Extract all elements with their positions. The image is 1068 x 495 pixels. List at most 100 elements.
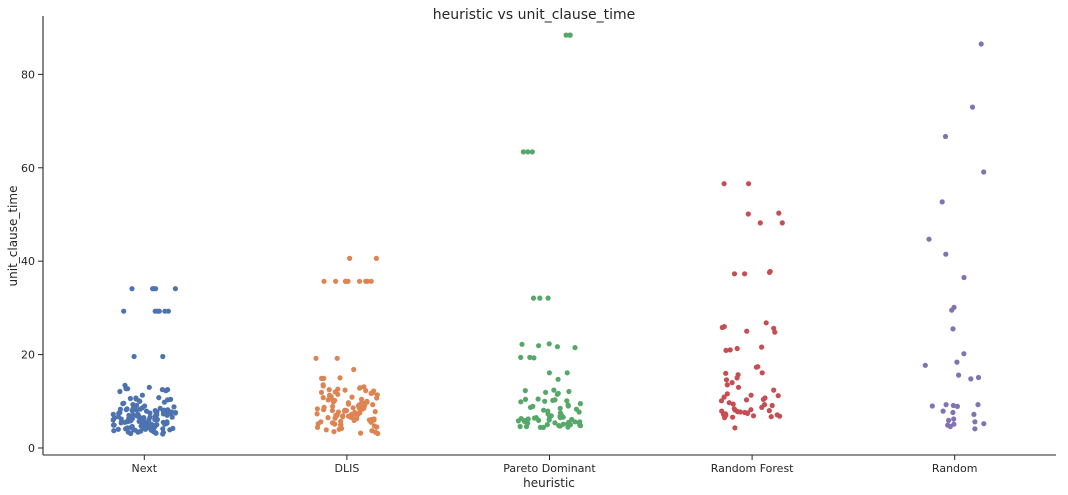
data-point: [947, 423, 953, 430]
data-point: [134, 402, 140, 409]
data-point: [131, 353, 137, 360]
data-point: [555, 376, 561, 382]
data-point: [721, 181, 727, 187]
y-axis-label: unit_clause_time: [6, 186, 20, 287]
data-point: [118, 420, 124, 426]
y-tick-label: 60: [21, 162, 35, 175]
data-point: [123, 386, 129, 392]
data-point: [760, 396, 767, 402]
data-point: [515, 418, 522, 424]
data-point: [318, 389, 325, 395]
data-point: [167, 427, 173, 433]
data-point: [366, 417, 372, 423]
data-point: [126, 416, 132, 422]
data-point: [542, 398, 548, 404]
data-point: [544, 422, 550, 428]
data-point: [163, 388, 169, 394]
data-point: [557, 415, 563, 421]
y-axis-ticks: 0 20 40 60 80: [21, 68, 43, 455]
data-point: [517, 423, 523, 430]
data-point: [334, 355, 340, 361]
y-tick-label: 0: [28, 442, 35, 455]
data-points: [110, 32, 987, 437]
x-tick-label: Pareto Dominant: [503, 462, 596, 475]
data-point: [779, 220, 785, 226]
data-point: [968, 376, 974, 382]
data-point: [541, 407, 547, 413]
data-point: [981, 169, 987, 175]
data-point: [766, 269, 773, 275]
x-tick-label: Random: [932, 462, 978, 475]
data-point: [543, 389, 549, 395]
data-point: [730, 401, 736, 407]
data-point: [975, 402, 981, 408]
data-point: [345, 413, 352, 419]
data-point: [776, 210, 782, 216]
data-point: [546, 416, 552, 422]
data-point: [557, 405, 563, 411]
data-point: [529, 149, 535, 155]
data-point: [320, 395, 326, 401]
data-point: [347, 255, 353, 261]
data-point: [772, 329, 778, 335]
data-point: [775, 393, 781, 399]
data-point: [537, 295, 543, 301]
data-point: [372, 409, 378, 415]
data-point: [519, 341, 525, 347]
y-tick-label: 20: [21, 349, 35, 362]
chart-title: heuristic vs unit_clause_time: [433, 7, 636, 23]
data-point: [342, 387, 348, 393]
data-point: [110, 411, 116, 417]
data-point: [518, 354, 524, 360]
x-tick-label: Next: [131, 462, 157, 475]
data-point: [546, 370, 553, 376]
data-point: [737, 409, 743, 415]
data-point: [326, 387, 332, 393]
data-point: [926, 236, 932, 242]
data-point: [972, 426, 978, 432]
data-point: [129, 286, 135, 292]
y-tick-label: 80: [21, 68, 35, 81]
data-point: [172, 409, 179, 416]
data-point: [727, 347, 733, 353]
data-point: [939, 199, 945, 205]
data-point: [375, 430, 381, 437]
data-point: [724, 382, 730, 388]
data-point: [168, 410, 174, 416]
data-point: [120, 401, 126, 407]
data-point: [946, 417, 952, 423]
data-point: [162, 308, 168, 314]
y-tick-label: 40: [21, 255, 35, 268]
data-point: [744, 328, 750, 334]
data-point: [531, 415, 538, 421]
data-point: [321, 278, 327, 284]
data-point: [156, 395, 162, 401]
data-point: [125, 425, 131, 431]
data-point: [719, 324, 725, 331]
data-point: [981, 421, 987, 427]
data-point: [374, 424, 380, 430]
data-point: [156, 308, 162, 314]
data-point: [759, 404, 765, 410]
data-point: [318, 419, 324, 425]
data-point: [358, 396, 365, 402]
data-point: [333, 412, 339, 418]
data-point: [325, 415, 331, 421]
x-tick-label: DLIS: [334, 462, 359, 475]
data-point: [336, 426, 342, 432]
data-point: [531, 355, 537, 361]
data-point: [520, 149, 527, 155]
data-point: [940, 408, 946, 414]
data-point: [368, 278, 374, 284]
data-point: [321, 407, 327, 413]
data-point: [340, 414, 346, 420]
data-point: [325, 397, 331, 403]
data-point: [111, 428, 117, 434]
data-point: [327, 392, 333, 398]
data-point: [759, 344, 765, 350]
data-point: [139, 392, 145, 398]
data-point: [358, 430, 364, 436]
data-point: [314, 406, 320, 412]
data-point: [929, 403, 935, 409]
